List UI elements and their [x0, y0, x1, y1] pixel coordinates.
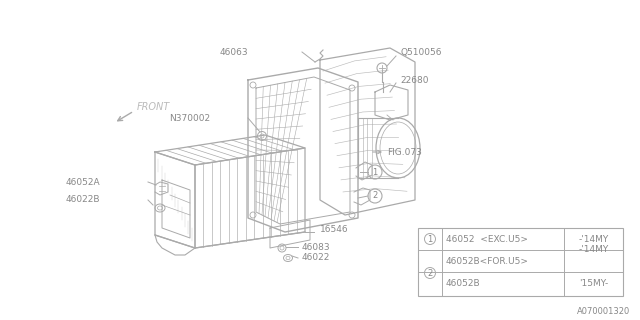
- Text: 46083: 46083: [302, 243, 331, 252]
- Text: N370002: N370002: [169, 114, 210, 123]
- Text: Q510056: Q510056: [400, 47, 442, 57]
- Text: 46052B: 46052B: [446, 279, 481, 289]
- Text: 46052A: 46052A: [65, 178, 100, 187]
- Text: 46022: 46022: [302, 253, 330, 262]
- Text: 46052B<FOR.U5>: 46052B<FOR.U5>: [446, 257, 529, 266]
- Bar: [418, 228, 623, 296]
- Text: -'14MY: -'14MY: [579, 245, 609, 254]
- Text: -'14MY: -'14MY: [579, 235, 609, 244]
- Text: '15MY-: '15MY-: [579, 279, 608, 289]
- Text: 1: 1: [372, 167, 378, 177]
- Text: 2: 2: [372, 191, 378, 201]
- Text: 46063: 46063: [220, 47, 248, 57]
- Text: 22680: 22680: [400, 76, 429, 84]
- Text: 2: 2: [428, 268, 433, 277]
- Text: 16546: 16546: [320, 226, 349, 235]
- Text: 1: 1: [428, 235, 433, 244]
- Text: 46022B: 46022B: [65, 196, 100, 204]
- Text: FIG.073: FIG.073: [387, 148, 422, 156]
- Text: 46052  <EXC.U5>: 46052 <EXC.U5>: [446, 235, 528, 244]
- Text: A070001320: A070001320: [577, 308, 630, 316]
- Text: FRONT: FRONT: [137, 102, 170, 112]
